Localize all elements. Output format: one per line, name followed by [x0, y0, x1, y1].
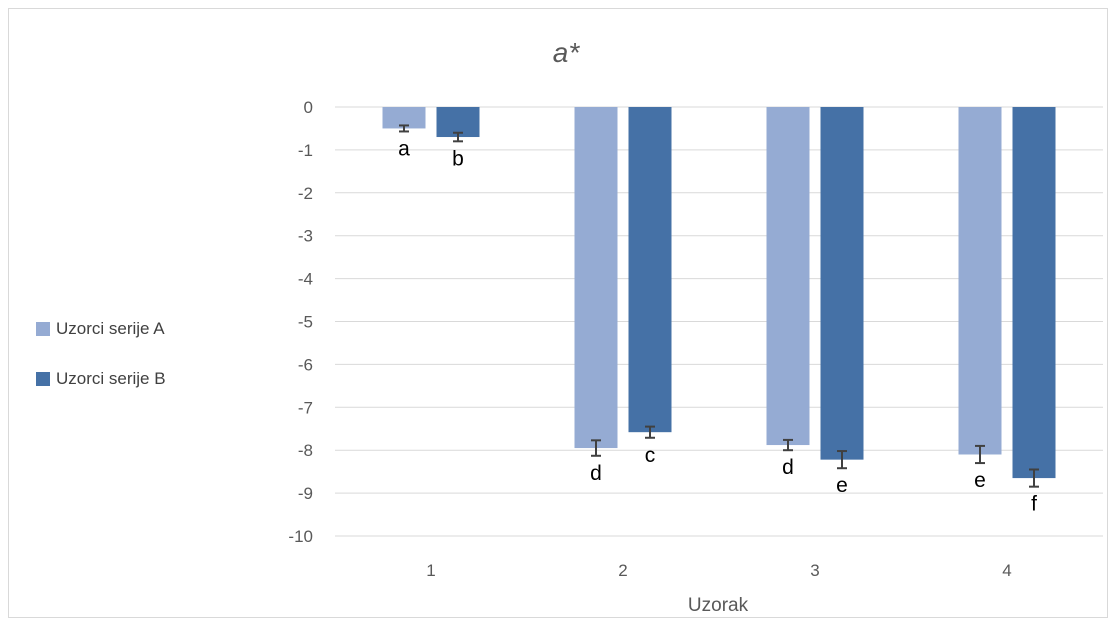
chart-title: a* [553, 37, 581, 68]
legend-swatch-series-a [36, 322, 50, 336]
y-tick-label: -10 [288, 527, 313, 546]
y-tick-label: -8 [298, 441, 313, 460]
bar-series-b [820, 107, 864, 460]
y-tick-label: 0 [304, 98, 313, 117]
y-tick-label: -7 [298, 398, 313, 417]
chart-frame [8, 8, 1108, 618]
y-tick-label: -6 [298, 355, 313, 374]
legend-item-series-a: Uzorci serije A [36, 316, 166, 342]
x-tick-label: 3 [810, 561, 819, 580]
significance-labels: a b d c d e e f [398, 137, 1037, 515]
significance-label: a [398, 137, 410, 160]
x-axis-label: Uzorak [688, 595, 749, 616]
legend: Uzorci serije A Uzorci serije B [36, 316, 166, 416]
significance-label: e [974, 469, 986, 492]
y-tick-label: -1 [298, 141, 313, 160]
significance-label: f [1031, 493, 1037, 516]
bar-series-b [1012, 107, 1056, 479]
significance-label: e [836, 474, 848, 497]
significance-label: d [782, 456, 794, 479]
bar-series-a [382, 107, 426, 129]
legend-swatch-series-b [36, 372, 50, 386]
significance-label: b [452, 147, 464, 170]
bar-series-b [628, 107, 672, 433]
legend-label-series-a: Uzorci serije A [56, 319, 165, 338]
x-tick-label: 2 [618, 561, 627, 580]
bar-series-a [958, 107, 1002, 455]
x-tick-label: 1 [426, 561, 435, 580]
y-axis-tick-labels: 0 -1 -2 -3 -4 -5 -6 -7 -8 -9 -10 [288, 98, 313, 546]
x-axis-tick-labels: 1 2 3 4 [426, 561, 1011, 580]
bar-series-a [766, 107, 810, 446]
legend-item-series-b: Uzorci serije B [36, 366, 166, 392]
legend-label-series-b: Uzorci serije B [56, 369, 166, 388]
y-tick-label: -9 [298, 484, 313, 503]
bar-series-a [574, 107, 618, 449]
error-bars [399, 124, 1039, 488]
x-tick-label: 4 [1002, 561, 1011, 580]
significance-label: c [645, 444, 656, 467]
bars [382, 107, 1056, 479]
significance-label: d [590, 462, 602, 485]
y-tick-label: -5 [298, 313, 313, 332]
y-tick-label: -3 [298, 227, 313, 246]
y-tick-label: -2 [298, 184, 313, 203]
y-tick-label: -4 [298, 270, 313, 289]
